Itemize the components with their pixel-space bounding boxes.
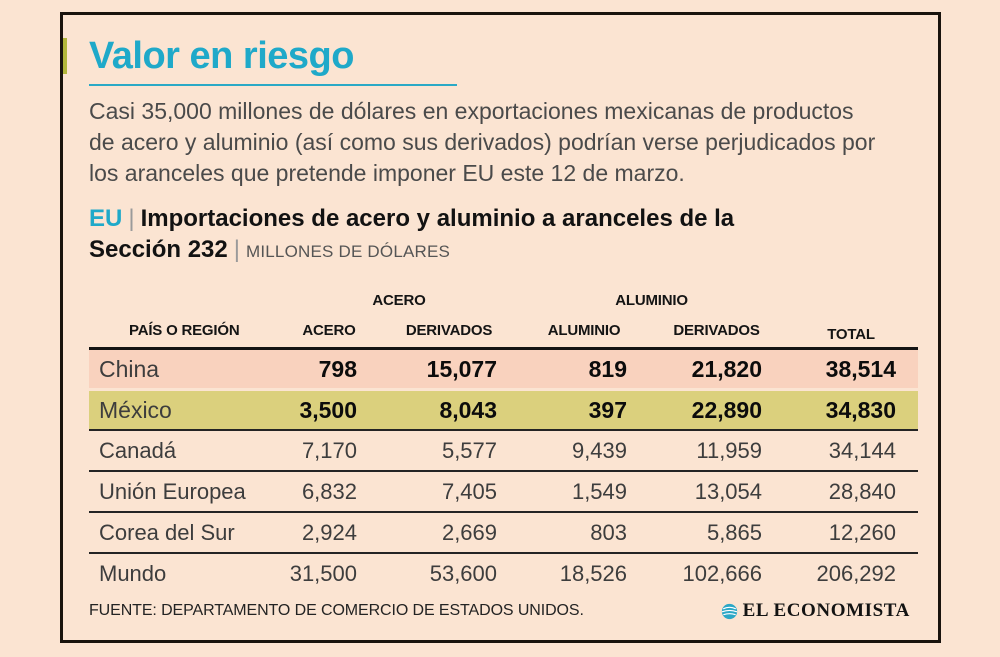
country-cell: Canadá [89, 429, 279, 471]
source-note: FUENTE: DEPARTAMENTO DE COMERCIO DE ESTA… [89, 602, 584, 619]
value-cell: 8,043 [379, 388, 520, 430]
intro-line-1: Casi 35,000 millones de dólares en expor… [89, 98, 854, 124]
total-cell: 38,514 [784, 347, 919, 390]
table-row-union-europea: Unión Europea 6,832 7,405 1,549 13,054 2… [89, 470, 919, 512]
table-group-header-row: ACERO ALUMINIO TOTAL [89, 281, 918, 343]
group-header-aluminio: ALUMINIO [615, 292, 688, 309]
chart-kicker: EU | Importaciones de acero y aluminio a a… [89, 203, 912, 267]
total-cell: 12,260 [784, 511, 919, 553]
intro-paragraph: Casi 35,000 millones de dólares en expor… [89, 96, 912, 189]
title-bullet-mark [63, 38, 67, 74]
value-cell: 22,890 [649, 388, 785, 430]
table-row-corea-del-sur: Corea del Sur 2,924 2,669 803 5,865 12,2… [89, 511, 919, 553]
total-cell: 206,292 [784, 552, 919, 593]
table-column-header-row: PAÍS O REGIÓN ACERO DERIVADOS ALUMINIO D… [89, 313, 918, 349]
group-header-blank [89, 281, 279, 313]
table-row-china: China 798 15,077 819 21,820 38,514 [89, 347, 919, 390]
value-cell: 2,924 [279, 511, 379, 553]
country-cell: Mundo [89, 552, 279, 593]
footer: FUENTE: DEPARTAMENTO DE COMERCIO DE ESTA… [89, 600, 912, 622]
value-cell: 7,405 [379, 470, 520, 512]
column-header-acero-derivados: DERIVADOS [405, 321, 493, 339]
publisher-logo: EL ECONOMISTA [721, 600, 910, 622]
kicker-title-line-2: Sección 232 [89, 236, 228, 263]
value-cell: 53,600 [379, 552, 520, 593]
value-cell: 102,666 [649, 552, 785, 593]
title-underline [89, 84, 457, 86]
value-cell: 803 [519, 511, 650, 553]
value-cell: 819 [519, 347, 650, 390]
table-row-canada: Canadá 7,170 5,577 9,439 11,959 34,144 [89, 429, 919, 471]
kicker-unit-separator: | [233, 236, 240, 263]
kicker-country-tag: EU [89, 205, 123, 232]
value-cell: 5,865 [649, 511, 785, 553]
publisher-name: EL ECONOMISTA [742, 600, 910, 621]
column-header-total: TOTAL [827, 326, 875, 343]
page-title: Valor en riesgo [89, 35, 354, 77]
group-header-acero: ACERO [372, 292, 426, 309]
country-cell: Unión Europea [89, 470, 279, 512]
value-cell: 5,577 [379, 429, 520, 471]
value-cell: 798 [279, 347, 379, 390]
total-cell: 34,830 [784, 388, 919, 430]
total-cell: 34,144 [784, 429, 919, 471]
country-cell: México [89, 388, 279, 430]
country-cell: Corea del Sur [89, 511, 279, 553]
kicker-line-1: EU | Importaciones de acero y aluminio a a… [89, 203, 912, 234]
intro-line-3: los aranceles que pretende imponer EU es… [89, 160, 685, 186]
value-cell: 15,077 [379, 347, 520, 390]
table-row-mexico: México 3,500 8,043 397 22,890 34,830 [89, 388, 919, 430]
value-cell: 1,549 [519, 470, 650, 512]
column-header-country: PAÍS O REGIÓN [129, 321, 240, 339]
column-header-acero: ACERO [302, 321, 356, 339]
kicker-line-2: Sección 232 | MILLONES DE DÓLARES [89, 234, 912, 267]
el-economista-globe-icon [721, 603, 737, 619]
value-cell: 7,170 [279, 429, 379, 471]
country-cell: China [89, 347, 279, 390]
kicker-title-line-1: Importaciones de acero y aluminio a aran… [140, 205, 735, 232]
value-cell: 397 [519, 388, 650, 430]
value-cell: 31,500 [279, 552, 379, 593]
tariffs-table: ACERO ALUMINIO TOTAL PAÍS O REGIÓN ACERO… [89, 281, 919, 593]
kicker-separator: | [128, 205, 135, 232]
value-cell: 3,500 [279, 388, 379, 430]
value-cell: 6,832 [279, 470, 379, 512]
column-header-aluminio: ALUMINIO [547, 321, 621, 339]
total-cell: 28,840 [784, 470, 919, 512]
value-cell: 21,820 [649, 347, 785, 390]
value-cell: 18,526 [519, 552, 650, 593]
column-header-aluminio-derivados: DERIVADOS [673, 321, 760, 339]
intro-line-2: de acero y aluminio (así como sus deriva… [89, 129, 876, 155]
value-cell: 2,669 [379, 511, 520, 553]
value-cell: 11,959 [649, 429, 785, 471]
value-cell: 9,439 [519, 429, 650, 471]
kicker-units-label: MILLONES DE DÓLARES [245, 242, 451, 261]
infographic-frame: Valor en riesgo Casi 35,000 millones de … [60, 12, 941, 643]
table-row-mundo: Mundo 31,500 53,600 18,526 102,666 206,2… [89, 552, 919, 593]
value-cell: 13,054 [649, 470, 785, 512]
